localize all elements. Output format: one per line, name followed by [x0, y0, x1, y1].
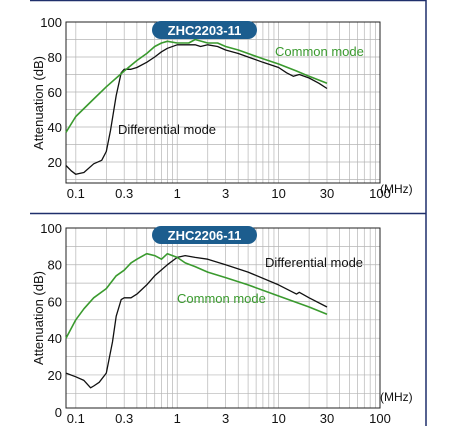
y-tick-labels: 20 40 60 80 100	[40, 15, 62, 170]
x-tick-label: 3	[222, 186, 229, 201]
x-tick-label: 1	[174, 411, 181, 426]
x-tick-label: 0.1	[67, 186, 85, 201]
y-tick-label: 60	[48, 85, 62, 100]
x-tick-label: 10	[271, 186, 285, 201]
series-lines	[65, 38, 328, 175]
y-tick-label: 100	[40, 15, 62, 30]
x-tick-label: 100	[369, 186, 391, 201]
x-tick-label: 0.3	[115, 411, 133, 426]
annotation-differential-mode: Differential mode	[118, 122, 216, 137]
series-line-differential-mode	[65, 254, 328, 389]
x-tick-label: 0.3	[115, 186, 133, 201]
y-axis-label: Attenuation (dB)	[31, 56, 46, 150]
y-tick-label: 40	[48, 331, 62, 346]
y-tick-label: 100	[40, 221, 62, 236]
series-lines	[65, 252, 328, 389]
y-tick-labels: 0 20 40 60 80 100	[40, 221, 62, 420]
title-badge: ZHC2203-11	[152, 21, 257, 39]
series-line-common-mode	[65, 38, 328, 133]
series-line-differential-mode	[65, 44, 328, 175]
chart-zhc2206-11: 0 20 40 60 80 100 0.1 0.3 1 3 10 30 100 Attenuation…	[31, 221, 413, 426]
annotation-common-mode: Common mode	[275, 44, 364, 59]
y-tick-label: 20	[48, 155, 62, 170]
chart-title: ZHC2203-11	[168, 23, 242, 38]
title-badge-pill	[152, 21, 257, 39]
x-axis-unit: (MHz)	[380, 182, 413, 196]
series-line-common-mode	[65, 252, 328, 339]
x-tick-label: 1	[174, 186, 181, 201]
x-axis-unit: (MHz)	[380, 390, 413, 404]
chart-zhc2203-11: 20 40 60 80 100 0.1 0.3 1 3 10 30 100 Attenuation …	[31, 15, 413, 201]
y-tick-label: 80	[48, 258, 62, 273]
annotation-common-mode: Common mode	[177, 291, 266, 306]
y-axis-label: Attenuation (dB)	[31, 271, 46, 365]
x-tick-label: 10	[271, 411, 285, 426]
y-tick-label: 0	[55, 405, 62, 420]
y-tick-label: 20	[48, 368, 62, 383]
x-tick-label: 30	[320, 411, 334, 426]
y-tick-label: 80	[48, 50, 62, 65]
x-tick-label: 3	[222, 411, 229, 426]
x-tick-label: 100	[369, 411, 391, 426]
title-badge: ZHC2206-11	[152, 226, 257, 244]
y-tick-label: 40	[48, 120, 62, 135]
title-badge-pill	[152, 226, 257, 244]
x-tick-label: 0.1	[67, 411, 85, 426]
annotation-differential-mode: Differential mode	[265, 255, 363, 270]
x-tick-labels: 0.1 0.3 1 3 10 30 100	[67, 411, 391, 426]
x-tick-labels: 0.1 0.3 1 3 10 30 100	[67, 186, 391, 201]
x-tick-label: 30	[320, 186, 334, 201]
chart-title: ZHC2206-11	[168, 228, 242, 243]
y-tick-label: 60	[48, 294, 62, 309]
